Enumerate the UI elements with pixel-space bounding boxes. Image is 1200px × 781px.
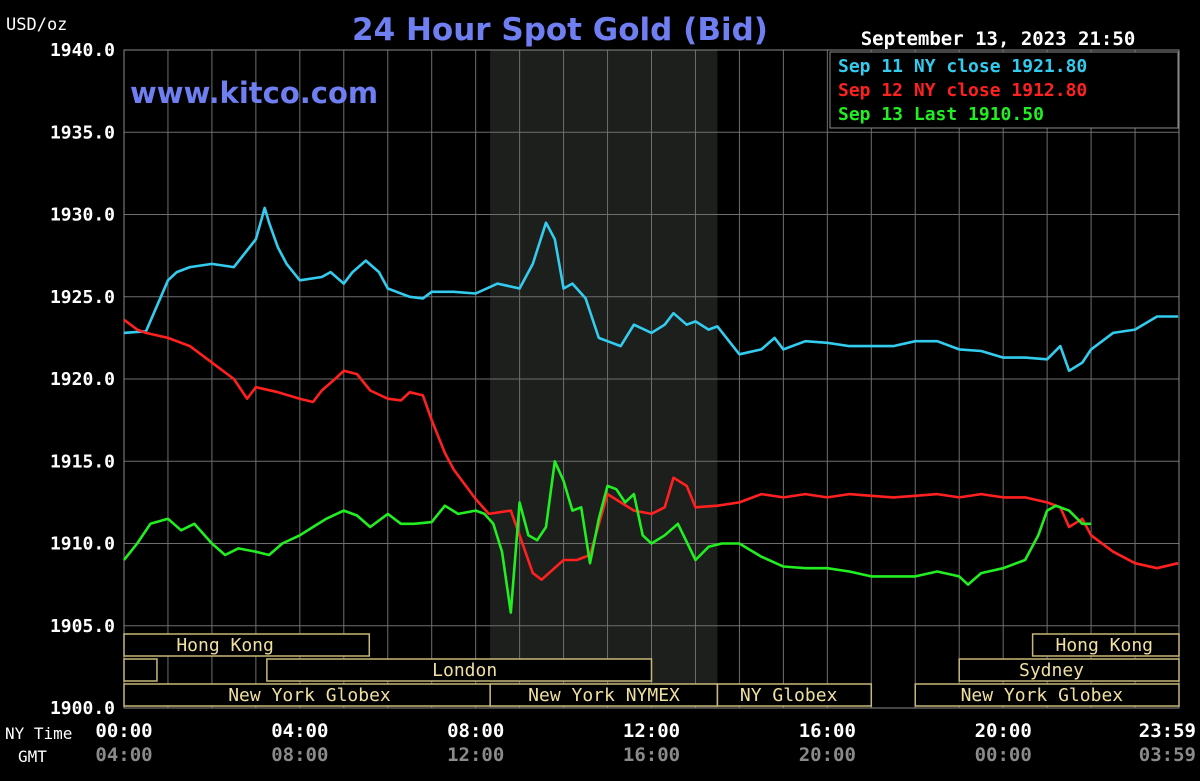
- plot-frame: [123, 49, 1180, 709]
- chart-title: 24 Hour Spot Gold (Bid): [352, 12, 768, 48]
- watermark-url: www.kitco.com: [130, 76, 378, 110]
- series-line-sep11: [123, 206, 1179, 373]
- x-tick-label-ny: 16:00: [799, 720, 856, 742]
- x-tick-label-ny: 00:00: [95, 720, 152, 742]
- session-bar: [1031, 633, 1180, 657]
- x-tick-label-gmt: 00:00: [975, 744, 1032, 766]
- legend-entry-sep11: Sep 11 NY close 1921.80: [838, 56, 1087, 77]
- legend-box: [829, 51, 1179, 129]
- timestamp: September 13, 2023 21:50: [861, 28, 1136, 50]
- y-tick-label: 1925.0: [50, 287, 115, 308]
- x-axis-ticks: 00:0004:0004:0008:0008:0012:0012:0016:00…: [95, 720, 1196, 766]
- ny-time-axis-label: NY Time: [5, 724, 72, 743]
- y-tick-label: 1915.0: [50, 451, 115, 472]
- x-tick-label-ny: 04:00: [271, 720, 328, 742]
- y-tick-label: 1905.0: [50, 616, 115, 637]
- legend-entry-sep12: Sep 12 NY close 1912.80: [838, 80, 1087, 101]
- session-bar: [266, 658, 653, 682]
- session-bar: [958, 658, 1180, 682]
- y-tick-label: 1900.0: [50, 698, 115, 719]
- session-label: Hong Kong: [1055, 635, 1153, 656]
- session-label: New York Globex: [961, 685, 1124, 706]
- market-sessions: Hong Kong Hong Kong London Sydney New York G…: [123, 633, 1180, 707]
- y-tick-label: 1910.0: [50, 534, 115, 555]
- x-tick-label-ny: 23:59: [1139, 720, 1196, 742]
- session-label: Sydney: [1019, 660, 1084, 681]
- legend: Sep 11 NY close 1921.80 Sep 12 NY close …: [829, 51, 1179, 129]
- price-series: [122, 206, 1179, 614]
- session-bar: [914, 683, 1180, 707]
- session-bar: [123, 633, 371, 657]
- y-tick-label: 1940.0: [50, 40, 115, 61]
- session-label: New York Globex: [228, 685, 391, 706]
- gmt-axis-label: GMT: [18, 747, 47, 766]
- x-tick-label-gmt: 20:00: [799, 744, 856, 766]
- y-tick-label: 1920.0: [50, 369, 115, 390]
- y-tick-label: 1930.0: [50, 205, 115, 226]
- x-tick-label-gmt: 04:00: [95, 744, 152, 766]
- series-line-sep13: [122, 459, 1092, 614]
- x-tick-label-ny: 12:00: [623, 720, 680, 742]
- x-tick-label-gmt: 03:59: [1139, 744, 1196, 766]
- session-bar: [716, 683, 873, 707]
- x-tick-label-gmt: 16:00: [623, 744, 680, 766]
- x-tick-label-ny: 08:00: [447, 720, 504, 742]
- session-label: New York NYMEX: [528, 685, 680, 706]
- x-tick-label-ny: 20:00: [975, 720, 1032, 742]
- session-label: London: [432, 660, 497, 681]
- session-label: Hong Kong: [176, 635, 274, 656]
- session-label: NY Globex: [740, 685, 838, 706]
- unit-label: USD/oz: [6, 15, 67, 35]
- y-axis-ticks: 1940.0 1935.0 1930.0 1925.0 1920.0 1915.0 1910…: [50, 40, 115, 719]
- x-tick-label-gmt: 08:00: [271, 744, 328, 766]
- y-tick-label: 1935.0: [50, 122, 115, 143]
- x-tick-label-gmt: 12:00: [447, 744, 504, 766]
- session-bar: [123, 658, 158, 682]
- legend-entry-sep13: Sep 13 Last 1910.50: [838, 104, 1044, 125]
